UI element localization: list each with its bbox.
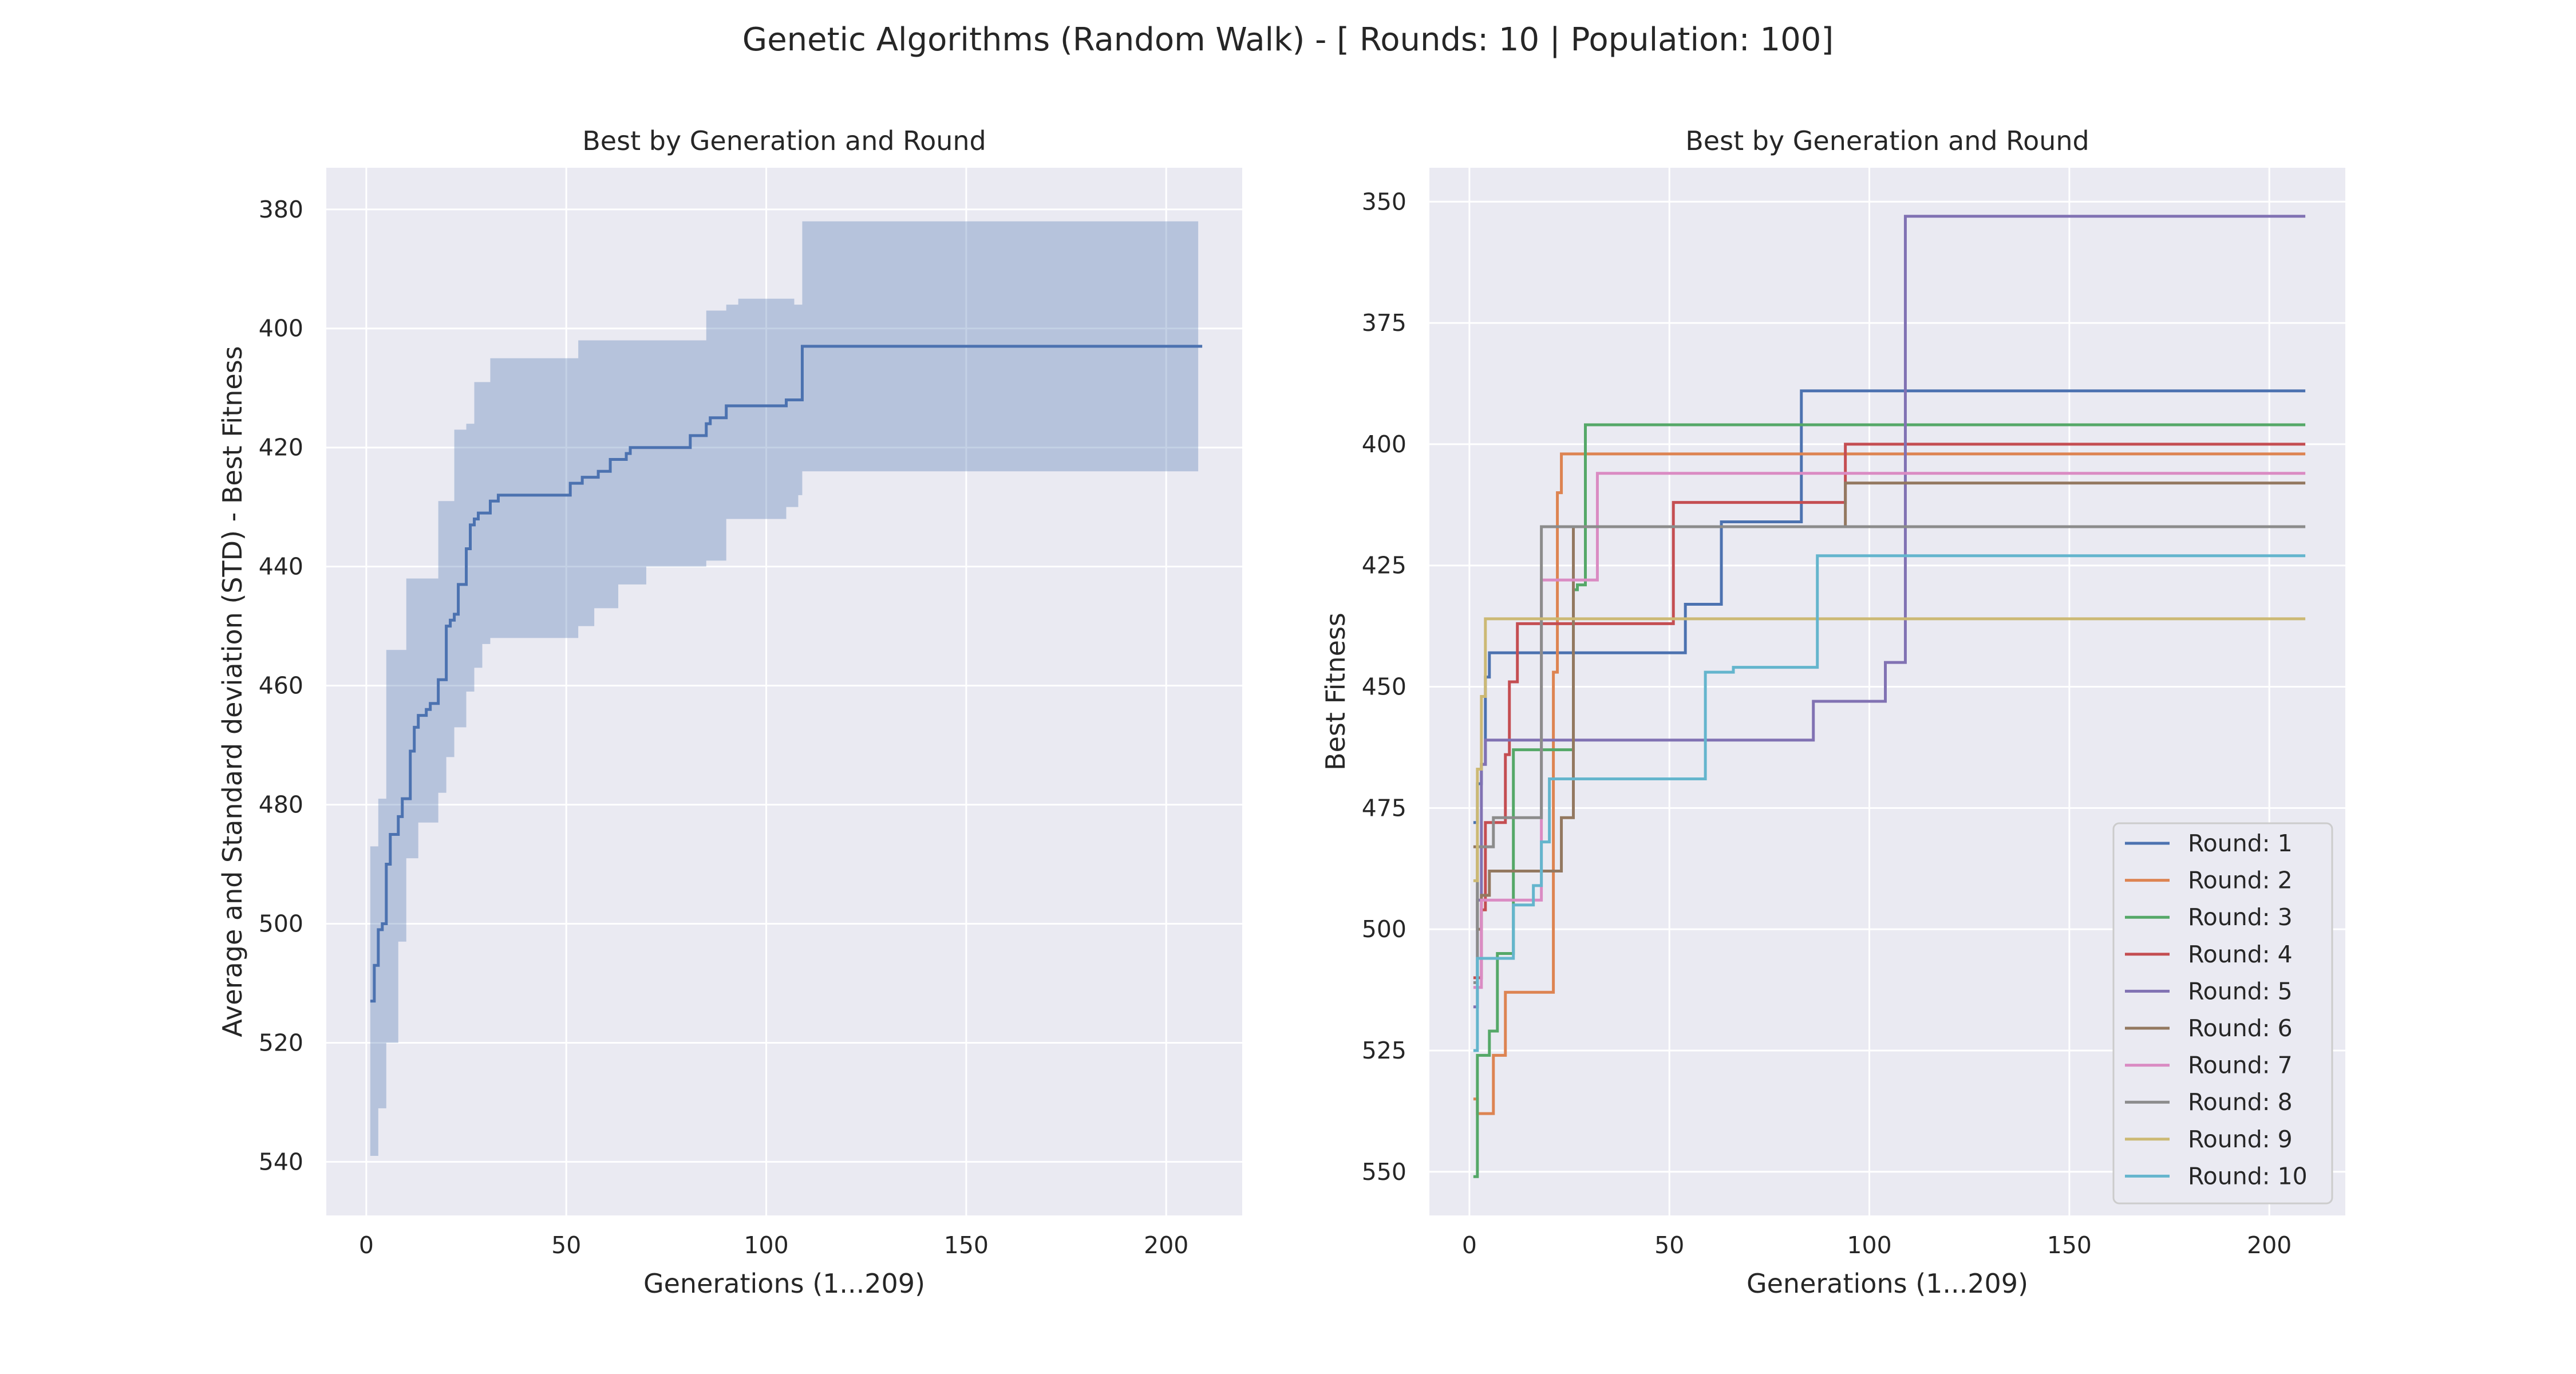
right-x-tick-label: 50: [1654, 1231, 1684, 1259]
legend-label-round-1: Round: 1: [2188, 830, 2293, 857]
legend-label-round-9: Round: 9: [2188, 1126, 2293, 1153]
right-x-axis-label: Generations (1...209): [1747, 1268, 2028, 1299]
round-line-3: [1473, 423, 2306, 1178]
left-plot-area: [326, 168, 1242, 1215]
legend-label-round-7: Round: 7: [2188, 1052, 2293, 1079]
figure-suptitle: Genetic Algorithms (Random Walk) - [ Rou…: [742, 21, 1834, 58]
right-y-tick-label: 500: [1362, 915, 1406, 943]
left-x-ticks: 0 50 100 150 200: [359, 1231, 1189, 1259]
right-y-tick-label: 550: [1362, 1158, 1406, 1186]
round-line-2: [1473, 452, 2306, 1115]
left-y-tick-label: 540: [259, 1148, 303, 1175]
legend: Round: 1 Round: 2 Round: 3 Round: 4 Round: 5…: [2112, 822, 2333, 1205]
right-x-tick-label: 200: [2247, 1231, 2291, 1259]
left-x-tick-label: 100: [744, 1231, 788, 1259]
right-y-tick-label: 475: [1362, 794, 1406, 822]
left-y-tick-label: 440: [259, 553, 303, 581]
right-y-tick-label: 350: [1362, 188, 1406, 215]
right-y-axis-label: Best Fitness: [1320, 613, 1351, 771]
left-x-tick-label: 150: [944, 1231, 989, 1259]
left-y-tick-label: 460: [259, 672, 303, 700]
round-line-9: [1473, 617, 2306, 882]
left-y-tick-label: 380: [259, 196, 303, 223]
left-y-tick-label: 480: [259, 791, 303, 819]
right-y-tick-label: 525: [1362, 1037, 1406, 1064]
left-grid: [326, 168, 1242, 1215]
left-y-tick-label: 500: [259, 910, 303, 938]
left-y-tick-label: 420: [259, 434, 303, 461]
legend-label-round-8: Round: 8: [2188, 1088, 2293, 1116]
right-y-tick-label: 375: [1362, 309, 1406, 337]
legend-label-round-5: Round: 5: [2188, 977, 2293, 1005]
right-y-tick-label: 450: [1362, 673, 1406, 701]
left-y-axis-label: Average and Standard deviation (STD) - B…: [217, 346, 248, 1037]
axes-left: 0 50 100 150 200 380 400 420 440 460 480 500 520 540…: [217, 125, 1242, 1299]
round-line-4: [1473, 443, 2306, 980]
right-round-lines: [1473, 215, 2306, 1178]
round-line-8: [1473, 525, 2306, 984]
left-axes-title: Best by Generation and Round: [582, 125, 986, 156]
left-y-ticks: 380 400 420 440 460 480 500 520 540: [259, 196, 303, 1176]
left-x-tick-label: 200: [1144, 1231, 1188, 1259]
left-mean-line: [370, 345, 1203, 1003]
right-x-tick-label: 0: [1462, 1231, 1477, 1259]
axes-right: 0 50 100 150 200 350 375 400 425 450 475 500 525 550…: [1320, 125, 2345, 1299]
legend-label-round-10: Round: 10: [2188, 1162, 2308, 1190]
left-y-tick-label: 400: [259, 315, 303, 342]
legend-label-round-4: Round: 4: [2188, 941, 2293, 968]
left-x-axis-label: Generations (1...209): [643, 1268, 925, 1299]
right-y-tick-label: 425: [1362, 552, 1406, 579]
right-x-ticks: 0 50 100 150 200: [1462, 1231, 2292, 1259]
left-x-tick-label: 50: [551, 1231, 581, 1259]
right-x-tick-label: 150: [2047, 1231, 2092, 1259]
left-y-tick-label: 520: [259, 1029, 303, 1056]
legend-label-round-2: Round: 2: [2188, 867, 2293, 894]
legend-items: Round: 1 Round: 2 Round: 3 Round: 4 Round: 5…: [2125, 830, 2308, 1190]
left-x-tick-label: 0: [359, 1231, 374, 1259]
round-line-10: [1473, 554, 2306, 1052]
right-axes-title: Best by Generation and Round: [1685, 125, 2089, 156]
legend-label-round-3: Round: 3: [2188, 903, 2293, 931]
left-std-band: [370, 221, 1199, 1156]
right-y-ticks: 350 375 400 425 450 475 500 525 550: [1362, 188, 1406, 1185]
legend-label-round-6: Round: 6: [2188, 1014, 2293, 1042]
right-x-tick-label: 100: [1847, 1231, 1891, 1259]
right-y-tick-label: 400: [1362, 431, 1406, 458]
